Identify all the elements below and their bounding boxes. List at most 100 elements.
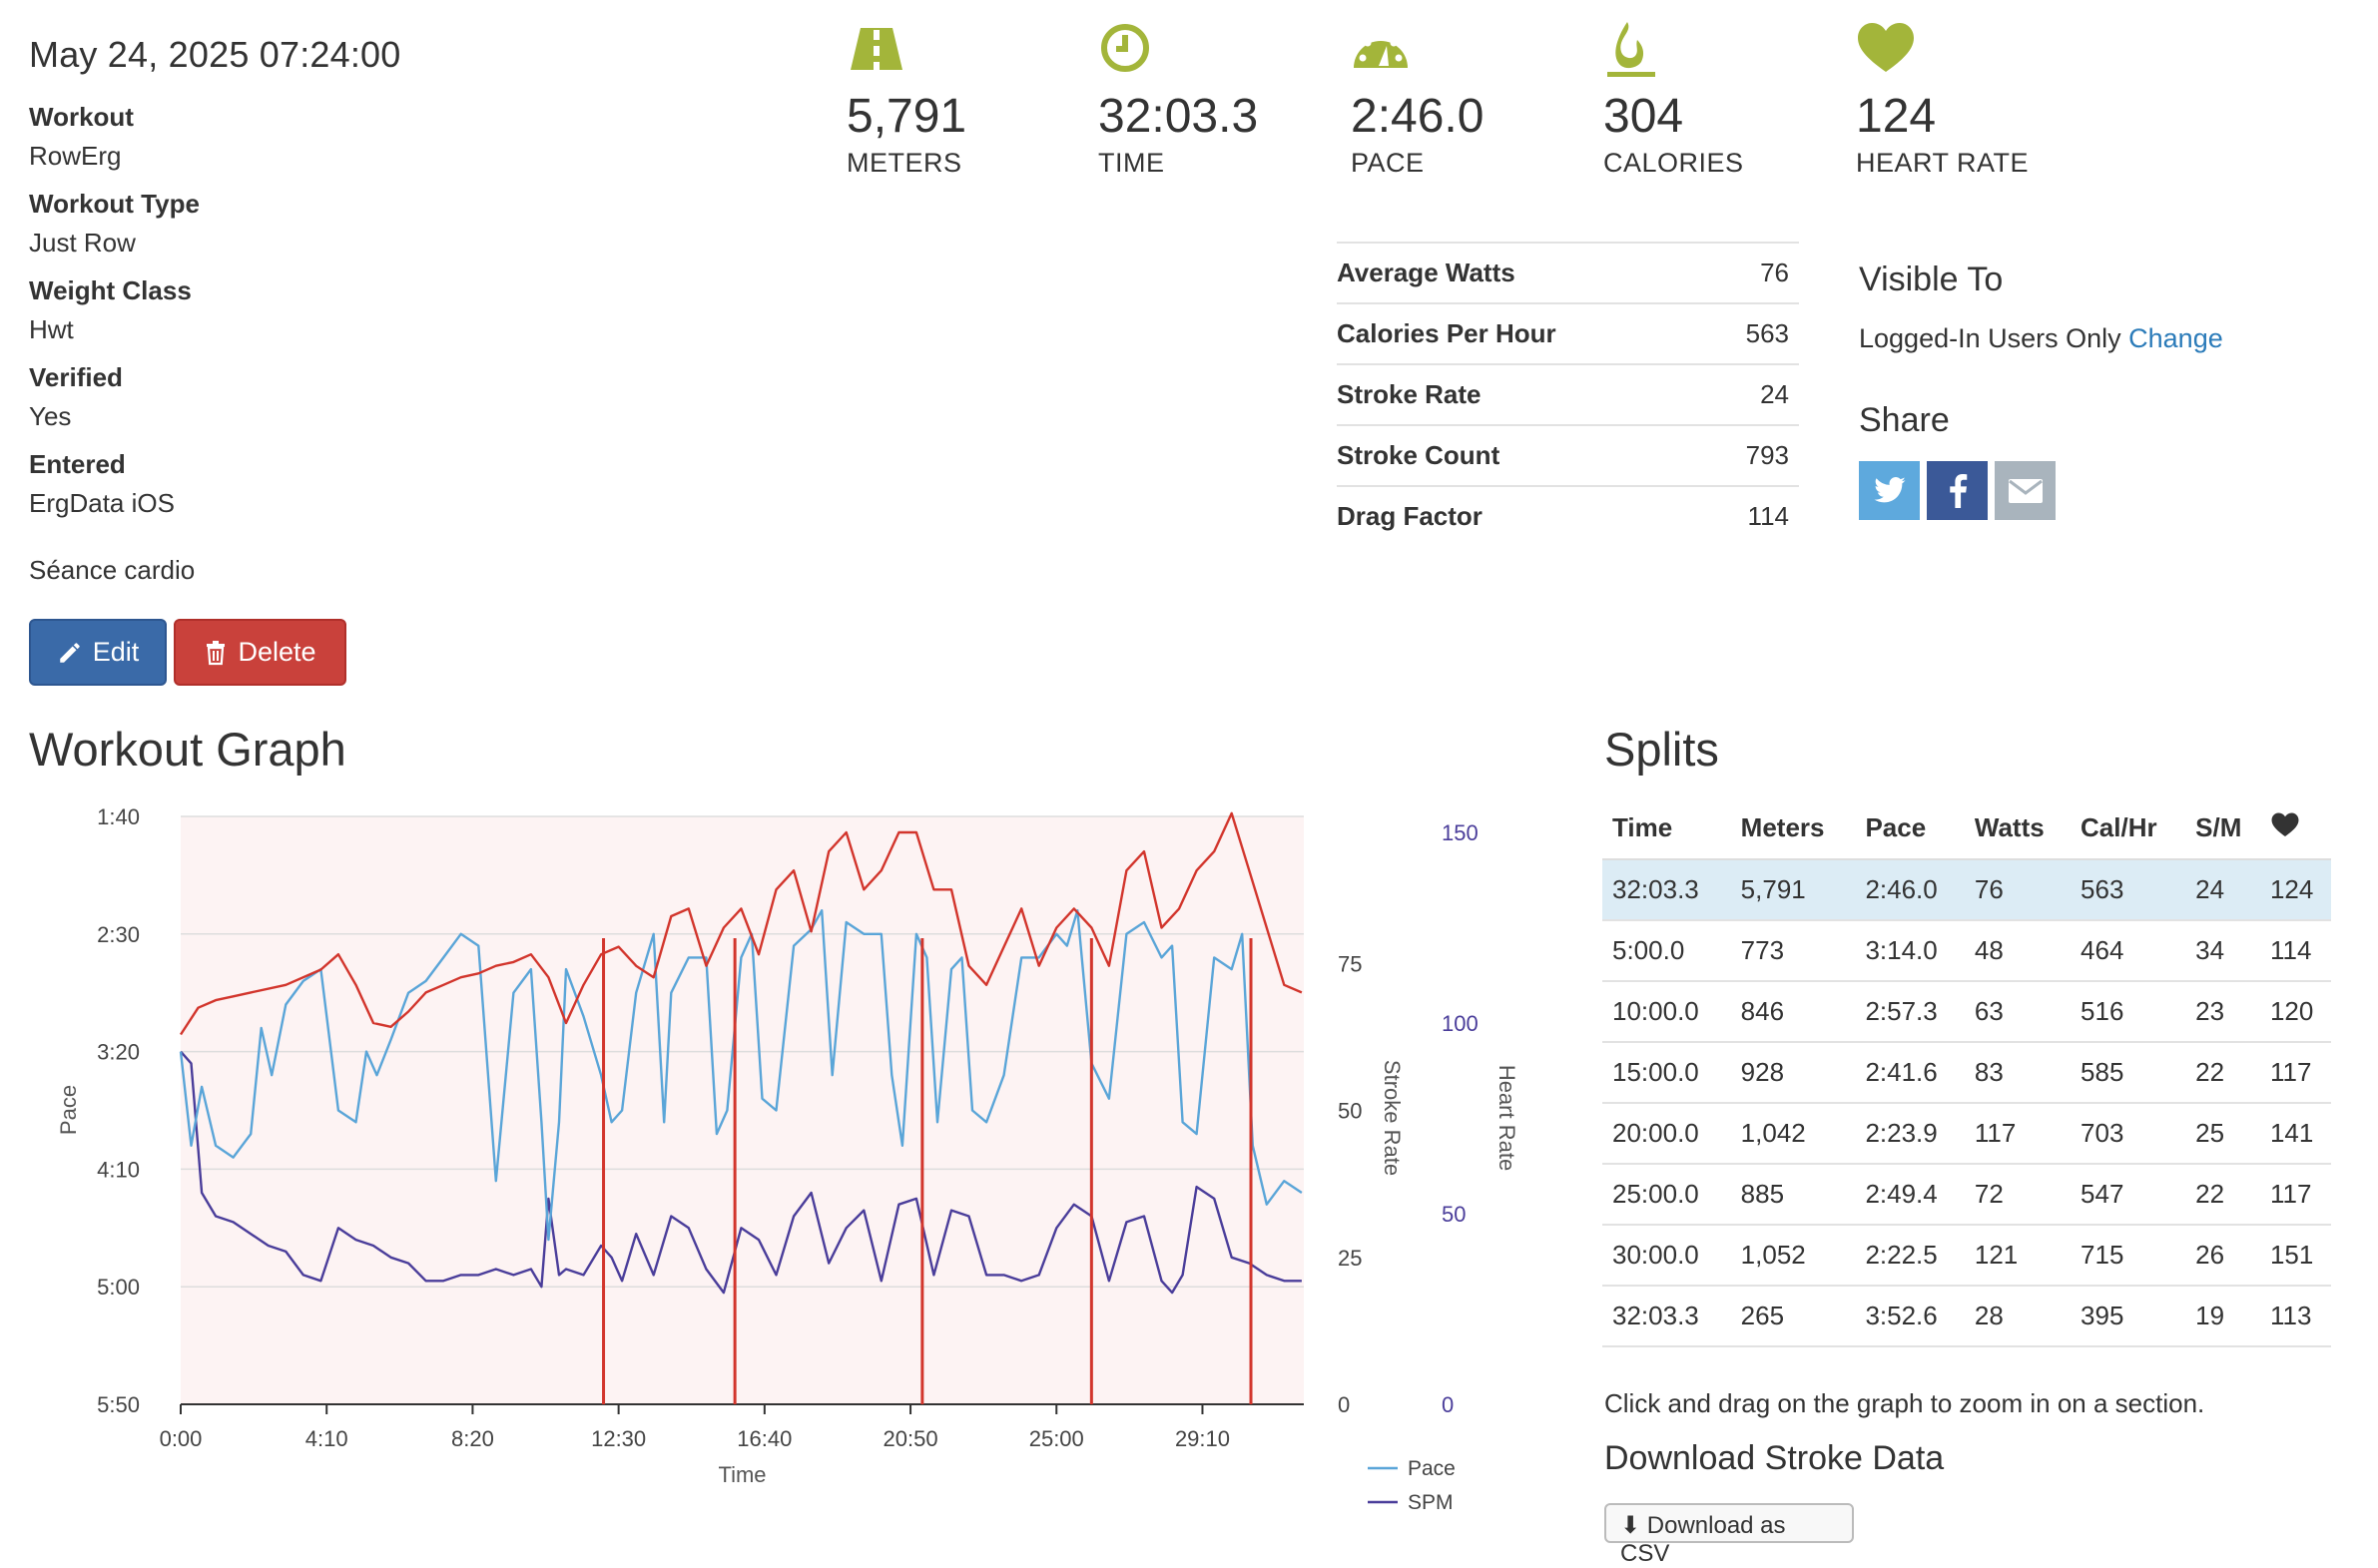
stroke-rate-tick-label: 25 bbox=[1338, 1246, 1362, 1271]
x-tick-label: 4:10 bbox=[305, 1426, 348, 1451]
pace-tick-label: 5:00 bbox=[97, 1275, 140, 1300]
split-cell: 585 bbox=[2071, 1042, 2186, 1104]
pace-tick-label: 5:50 bbox=[97, 1392, 140, 1417]
visibility-heading: Visible To bbox=[1859, 261, 2004, 298]
twitter-icon bbox=[1873, 476, 1906, 502]
stat-label: TIME bbox=[1098, 148, 1165, 178]
heart-icon bbox=[2271, 811, 2299, 836]
stat-label: CALORIES bbox=[1603, 148, 1744, 178]
workout-graph-heading: Workout Graph bbox=[29, 723, 346, 776]
metric-row: Stroke Rate 24 bbox=[1337, 363, 1799, 425]
split-cell: 121 bbox=[1964, 1225, 2072, 1287]
email-share-button[interactable] bbox=[1995, 461, 2056, 520]
facebook-icon bbox=[1949, 473, 1967, 508]
stat-label: PACE bbox=[1351, 148, 1425, 178]
split-row: 25:00.0 885 2:49.4 72 547 22 117 bbox=[1602, 1164, 2331, 1226]
split-cell: 124 bbox=[2259, 859, 2331, 921]
detail-workout-type: Workout Type Just Row bbox=[29, 189, 200, 275]
metric-value: 563 bbox=[1711, 302, 1799, 364]
twitter-share-button[interactable] bbox=[1859, 461, 1920, 520]
detail-label: Verified bbox=[29, 362, 123, 392]
column-header: Watts bbox=[1964, 796, 2072, 860]
detail-workout: Workout RowErg bbox=[29, 102, 200, 189]
split-cell: 885 bbox=[1730, 1164, 1856, 1226]
stat-value: 124 bbox=[1856, 90, 1937, 143]
stat-meters: 5,791 METERS bbox=[847, 20, 966, 179]
split-cell: 928 bbox=[1730, 1042, 1856, 1104]
split-cell: 151 bbox=[2259, 1225, 2331, 1287]
split-cell: 563 bbox=[2071, 859, 2186, 921]
stat-value: 2:46.0 bbox=[1351, 90, 1485, 143]
email-icon bbox=[2008, 478, 2043, 503]
share-heading: Share bbox=[1859, 401, 1950, 439]
download-icon: ⬇ bbox=[1620, 1512, 1641, 1539]
trash-icon bbox=[207, 640, 226, 665]
download-csv-button[interactable]: ⬇ Download as CSV bbox=[1604, 1503, 1854, 1567]
split-cell: 5,791 bbox=[1730, 859, 1856, 921]
detail-weight-class: Weight Class Hwt bbox=[29, 275, 200, 362]
column-header: Cal/Hr bbox=[2071, 796, 2186, 860]
split-cell: 2:57.3 bbox=[1855, 981, 1965, 1043]
pace-axis-title: Pace bbox=[56, 1085, 81, 1135]
stroke-rate-tick-label: 75 bbox=[1338, 951, 1362, 976]
split-cell: 2:41.6 bbox=[1855, 1042, 1965, 1104]
split-cell: 141 bbox=[2259, 1103, 2331, 1165]
detail-entered: Entered ErgData iOS bbox=[29, 449, 200, 536]
split-cell: 76 bbox=[1964, 859, 2072, 921]
detail-label: Workout Type bbox=[29, 189, 200, 219]
split-cell: 2:23.9 bbox=[1855, 1103, 1965, 1165]
detail-value: ErgData iOS bbox=[29, 488, 175, 518]
stroke-rate-axis-title: Stroke Rate bbox=[1380, 1060, 1405, 1176]
stat-pace: 2:46.0 PACE bbox=[1351, 20, 1484, 179]
metric-label: Drag Factor bbox=[1337, 485, 1712, 546]
split-cell: 117 bbox=[2259, 1042, 2331, 1104]
stat-label: HEART RATE bbox=[1856, 148, 2030, 178]
heart-rate-tick-label: 150 bbox=[1442, 820, 1479, 845]
split-cell: 23 bbox=[2185, 981, 2260, 1043]
graph-zoom-hint: Click and drag on the graph to zoom in o… bbox=[1604, 1388, 2205, 1418]
x-tick-label: 12:30 bbox=[591, 1426, 646, 1451]
edit-button[interactable]: Edit bbox=[29, 619, 167, 686]
split-cell: 15:00.0 bbox=[1602, 1042, 1731, 1104]
split-cell: 30:00.0 bbox=[1602, 1225, 1731, 1287]
metric-value: 793 bbox=[1711, 424, 1799, 486]
split-cell: 547 bbox=[2071, 1164, 2186, 1226]
split-row: 32:03.3 5,791 2:46.0 76 563 24 124 bbox=[1602, 859, 2331, 921]
heart-rate-axis-title: Heart Rate bbox=[1494, 1065, 1519, 1171]
split-row: 32:03.3 265 3:52.6 28 395 19 113 bbox=[1602, 1286, 2331, 1347]
split-cell: 773 bbox=[1730, 920, 1856, 982]
stroke-rate-tick-label: 50 bbox=[1338, 1099, 1362, 1124]
workout-graph[interactable]: 1:40 2:30 3:20 4:10 5:00 5:50 0:00 4:10 8:20 12:3… bbox=[0, 788, 1557, 1511]
split-cell: 2:49.4 bbox=[1855, 1164, 1965, 1226]
stat-label: METERS bbox=[847, 148, 962, 178]
series-line-spm bbox=[180, 1050, 1302, 1295]
split-row: 30:00.0 1,052 2:22.5 121 715 26 151 bbox=[1602, 1225, 2331, 1287]
split-cell: 117 bbox=[2259, 1164, 2331, 1226]
change-visibility-link[interactable]: Change bbox=[2128, 323, 2223, 353]
split-cell: 2:22.5 bbox=[1855, 1225, 1965, 1287]
detail-value: Hwt bbox=[29, 314, 74, 344]
splits-header-row: Time Meters Pace Watts Cal/Hr S/M bbox=[1602, 796, 2331, 860]
facebook-share-button[interactable] bbox=[1927, 461, 1988, 520]
split-cell: 715 bbox=[2071, 1225, 2186, 1287]
detail-label: Workout bbox=[29, 102, 134, 132]
split-cell: 10:00.0 bbox=[1602, 981, 1731, 1043]
split-cell: 22 bbox=[2185, 1042, 2260, 1104]
split-cell: 22 bbox=[2185, 1164, 2260, 1226]
edit-label: Edit bbox=[92, 637, 140, 667]
metric-value: 114 bbox=[1711, 485, 1799, 546]
metric-label: Stroke Count bbox=[1337, 424, 1712, 486]
split-cell: 25:00.0 bbox=[1602, 1164, 1731, 1226]
speedometer-icon bbox=[1354, 32, 1408, 68]
delete-button[interactable]: Delete bbox=[174, 619, 346, 686]
split-row: 5:00.0 773 3:14.0 48 464 34 114 bbox=[1602, 920, 2331, 982]
split-cell: 5:00.0 bbox=[1602, 920, 1731, 982]
clock-icon bbox=[1101, 24, 1149, 72]
workout-details: Workout RowErg Workout Type Just Row Wei… bbox=[29, 102, 200, 536]
split-cell: 120 bbox=[2259, 981, 2331, 1043]
x-tick-label: 20:50 bbox=[884, 1426, 938, 1451]
split-cell: 113 bbox=[2259, 1286, 2331, 1347]
visibility-value: Logged-In Users Only bbox=[1859, 323, 2121, 353]
x-tick-label: 29:10 bbox=[1175, 1426, 1230, 1451]
pace-tick-label: 4:10 bbox=[97, 1157, 140, 1182]
